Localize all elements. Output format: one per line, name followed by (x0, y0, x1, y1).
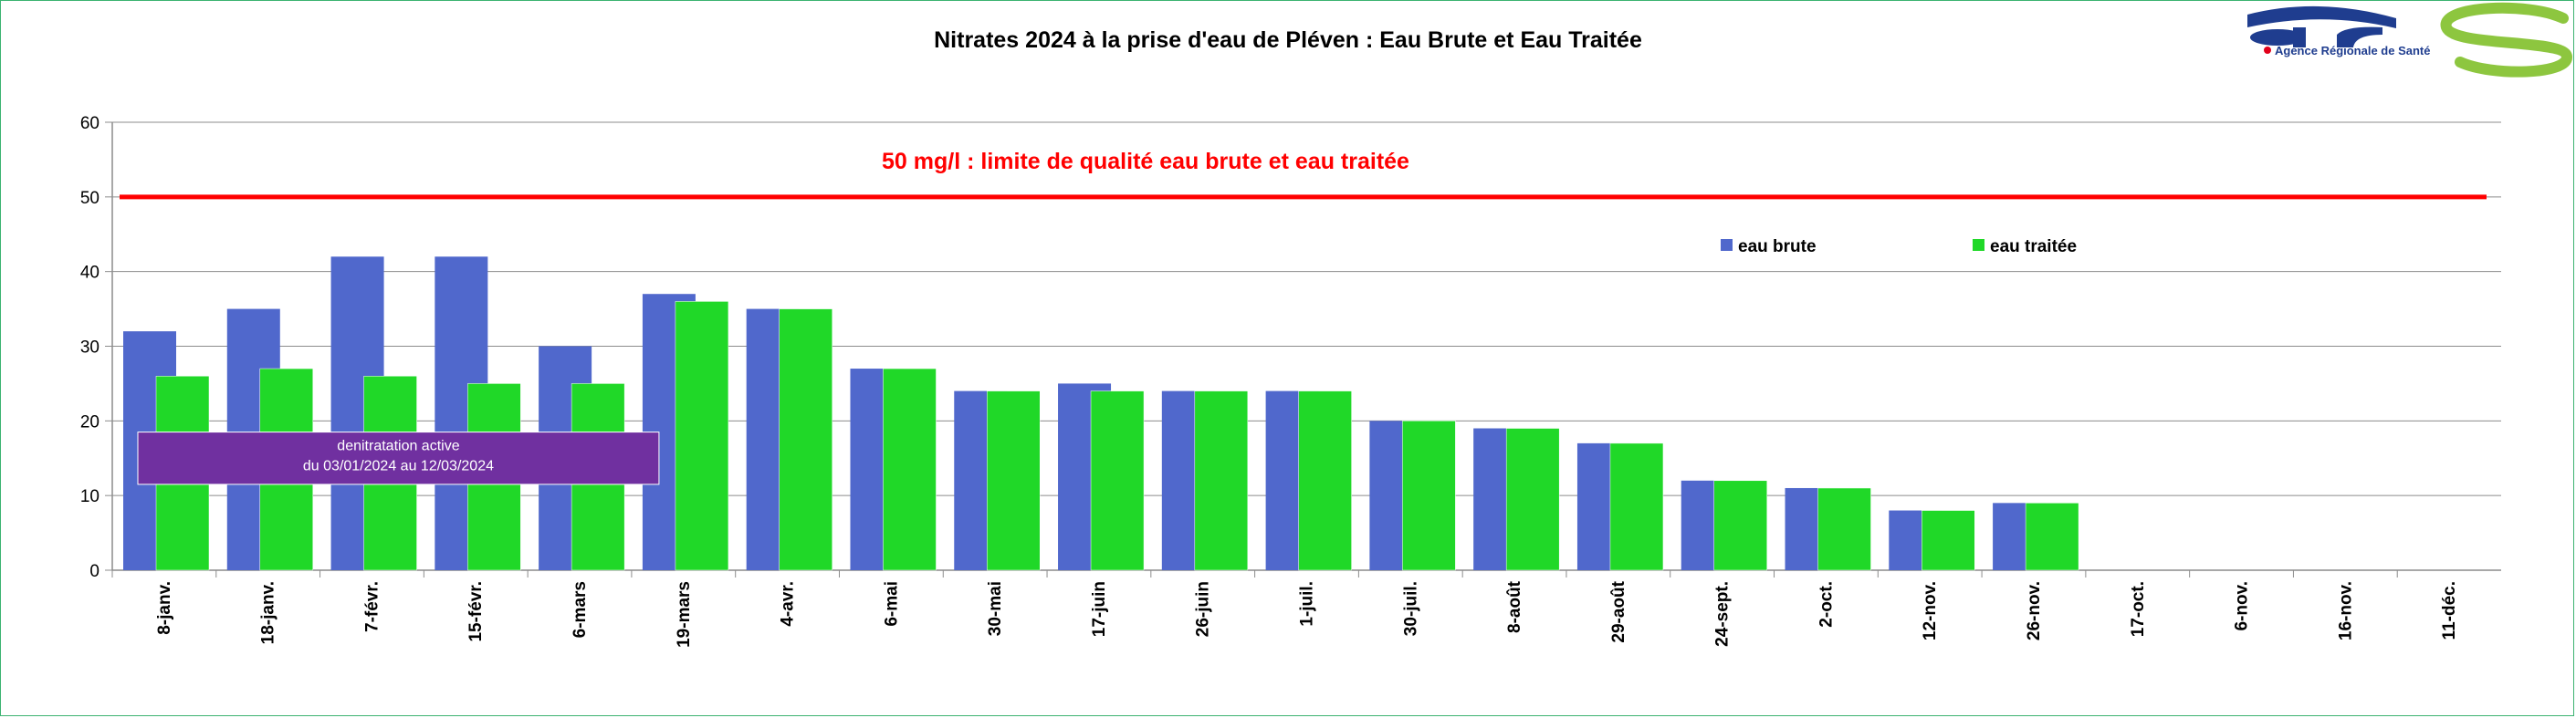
logo-swoosh-icon (2247, 5, 2396, 28)
x-tick-label-15: 24-sept. (1713, 581, 1733, 647)
ars-logo: Agence Régionale de Santé (2247, 2, 2572, 78)
x-tick-label-5: 19-mars (675, 581, 694, 648)
legend-swatch-eau-traitee (1973, 239, 1984, 251)
x-tick-label-13: 8-août (1505, 580, 1524, 633)
x-tick-label-16: 2-oct. (1817, 581, 1836, 628)
x-tick-label-2: 7-févr. (362, 581, 382, 632)
bar-eau-traitee-6 (779, 308, 832, 571)
y-tick-label-6: 60 (80, 114, 99, 133)
x-tick-label-7: 6-mai (882, 581, 901, 627)
logo-letter-s-icon (2440, 2, 2572, 78)
legend: eau brute eau traitée (1721, 237, 2077, 256)
axes: 0 10 20 30 40 50 60 8-janv. 18-janv. 7-févr. 15-fé… (80, 114, 2501, 648)
bar-eau-traitee-10 (1194, 390, 1249, 571)
legend-label-eau-traitee: eau traitée (1990, 237, 2077, 256)
annotation-box (137, 432, 660, 485)
y-tick-label-1: 10 (80, 487, 99, 506)
x-tick-label-11: 1-juil. (1298, 581, 1317, 627)
x-tick-label-14: 29-août (1609, 580, 1628, 642)
x-tick-label-6: 4-avr. (779, 581, 798, 627)
bar-eau-traitee-7 (883, 368, 937, 571)
logo-tagline: Agence Régionale de Santé (2275, 44, 2431, 57)
x-tick-label-18: 26-nov. (2025, 581, 2044, 640)
bar-eau-traitee-12 (1402, 421, 1456, 571)
x-tick-label-8: 30-mai (986, 581, 1005, 636)
x-tick-label-4: 6-mars (571, 581, 590, 638)
bar-eau-traitee-17 (1922, 510, 1975, 571)
annotation-line-2: du 03/01/2024 au 12/03/2024 (303, 459, 494, 474)
logo-letters (2250, 26, 2382, 47)
x-tick-label-12: 30-juil. (1401, 581, 1420, 636)
chart-title: Nitrates 2024 à la prise d'eau de Pléven… (934, 27, 1642, 53)
bar-eau-traitee-8 (987, 390, 1041, 571)
bars (123, 256, 2079, 571)
bar-eau-traitee-14 (1609, 442, 1664, 571)
denitratation-annotation: denitratation active du 03/01/2024 au 12… (137, 432, 660, 485)
x-tick-label-19: 17-oct. (2129, 581, 2148, 637)
y-tick-label-5: 50 (80, 189, 99, 208)
bar-eau-traitee-13 (1505, 428, 1560, 571)
legend-swatch-eau-brute (1721, 239, 1733, 251)
x-tick-label-0: 8-janv. (155, 581, 174, 635)
logo-dot-icon (2264, 47, 2271, 54)
annotation-line-1: denitratation active (337, 439, 459, 454)
bar-eau-traitee-11 (1298, 390, 1352, 571)
legend-label-eau-brute: eau brute (1738, 237, 1817, 256)
bar-eau-traitee-18 (2025, 503, 2079, 571)
y-tick-label-2: 20 (80, 412, 99, 432)
reference-line-label: 50 mg/l : limite de qualité eau brute et… (882, 149, 1409, 174)
x-tick-label-3: 15-févr. (466, 581, 486, 642)
y-tick-label-0: 0 (89, 562, 99, 581)
x-tick-label-21: 16-nov. (2336, 581, 2355, 640)
bar-eau-traitee-9 (1090, 390, 1145, 571)
bar-eau-traitee-5 (675, 301, 729, 571)
x-tick-label-22: 11-déc. (2440, 581, 2459, 640)
x-tick-label-1: 18-janv. (259, 581, 278, 644)
x-tick-label-20: 6-nov. (2233, 581, 2252, 631)
y-tick-label-3: 30 (80, 338, 99, 358)
x-tick-label-10: 26-juin (1194, 581, 1213, 637)
bar-eau-traitee-15 (1713, 480, 1767, 571)
x-tick-label-9: 17-juin (1090, 581, 1109, 637)
x-tick-label-17: 12-nov. (1921, 581, 1940, 640)
y-tick-label-4: 40 (80, 264, 99, 283)
bar-eau-traitee-16 (1817, 487, 1871, 571)
